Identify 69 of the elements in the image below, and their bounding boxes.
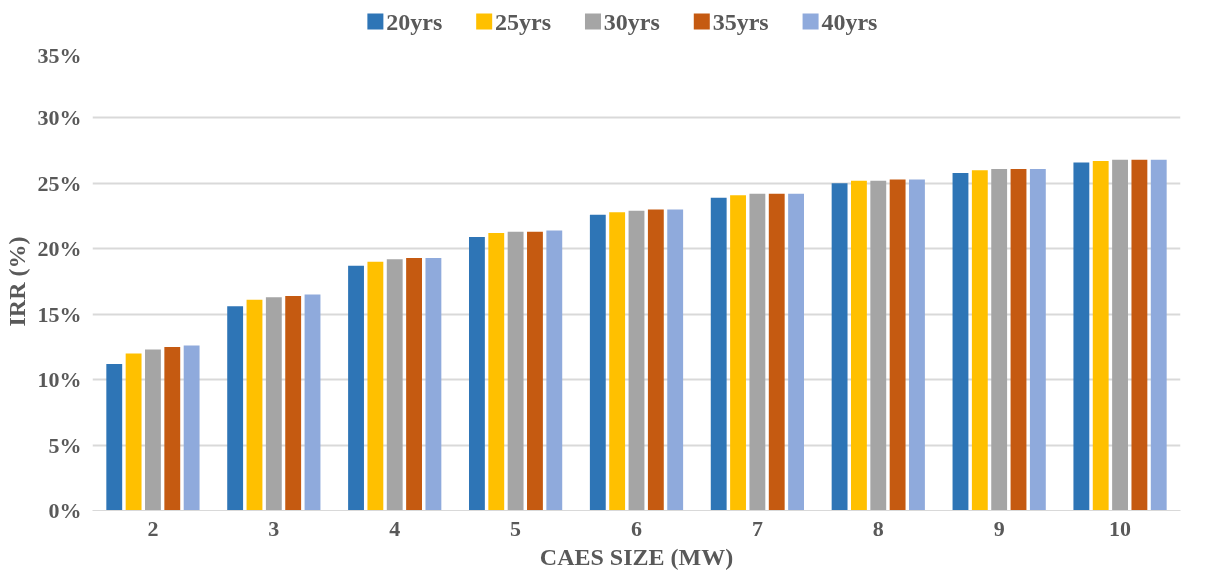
- x-tick-label: 9: [993, 515, 1005, 541]
- bar: [183, 345, 200, 511]
- bar: [788, 193, 804, 511]
- bar: [304, 294, 321, 511]
- y-axis-title: IRR (%): [3, 236, 30, 327]
- bar: [285, 295, 302, 511]
- bar: [469, 237, 485, 511]
- bar: [870, 180, 887, 511]
- bar: [1073, 162, 1090, 511]
- bar: [768, 193, 785, 511]
- bar: [647, 209, 664, 511]
- bar: [425, 257, 442, 511]
- x-tick-label: 6: [631, 515, 642, 541]
- bar: [348, 265, 364, 511]
- bar: [227, 306, 244, 511]
- x-tick-label: 3: [268, 515, 280, 541]
- y-tick-label: 10%: [37, 367, 82, 393]
- bar: [952, 172, 969, 511]
- bar: [991, 168, 1008, 511]
- bar: [1131, 159, 1148, 511]
- bar: [507, 231, 524, 511]
- bar: [164, 346, 181, 511]
- x-tick-label: 5: [510, 515, 522, 541]
- bar: [386, 259, 403, 511]
- bar: [406, 257, 422, 511]
- bar: [1150, 159, 1167, 511]
- bar: [367, 261, 384, 511]
- y-tick-label: 15%: [37, 301, 82, 327]
- legend-label: 20yrs: [386, 8, 443, 35]
- bar: [265, 297, 282, 511]
- bar: [488, 233, 505, 511]
- y-tick-label: 25%: [37, 170, 82, 196]
- bar: [909, 179, 925, 511]
- bar: [749, 193, 766, 511]
- y-tick-label: 20%: [37, 236, 82, 262]
- bar: [1112, 159, 1128, 511]
- legend-label: 35yrs: [712, 8, 769, 35]
- x-axis-title: CAES SIZE (MW): [539, 543, 734, 570]
- x-tick-label: 4: [389, 515, 401, 541]
- x-tick-label: 8: [872, 515, 884, 541]
- bar: [609, 212, 626, 511]
- bar: [710, 197, 727, 511]
- y-tick-label: 5%: [48, 432, 82, 458]
- y-tick-label: 0%: [48, 498, 82, 523]
- bar: [1092, 161, 1109, 511]
- bar: [1029, 168, 1046, 511]
- bar: [889, 179, 906, 511]
- y-tick-label: 35%: [37, 42, 82, 68]
- bar: [106, 363, 123, 511]
- bar: [246, 299, 263, 511]
- bar: [851, 180, 867, 511]
- x-tick-label: 7: [751, 515, 763, 541]
- bar: [145, 349, 161, 511]
- legend-label: 40yrs: [821, 8, 878, 35]
- bar: [730, 195, 746, 511]
- bar: [667, 209, 684, 511]
- bar: [527, 231, 543, 511]
- bar: [971, 170, 988, 511]
- legend-label: 30yrs: [603, 8, 660, 35]
- y-tick-label: 30%: [37, 105, 82, 131]
- bar: [1010, 168, 1027, 511]
- bar: [831, 183, 848, 511]
- x-tick-label: 10: [1109, 515, 1132, 541]
- bar: [589, 214, 606, 511]
- bar: [546, 230, 563, 511]
- bar: [125, 353, 142, 511]
- bar: [628, 210, 645, 511]
- x-tick-label: 2: [147, 515, 159, 541]
- legend-label: 25yrs: [495, 8, 552, 35]
